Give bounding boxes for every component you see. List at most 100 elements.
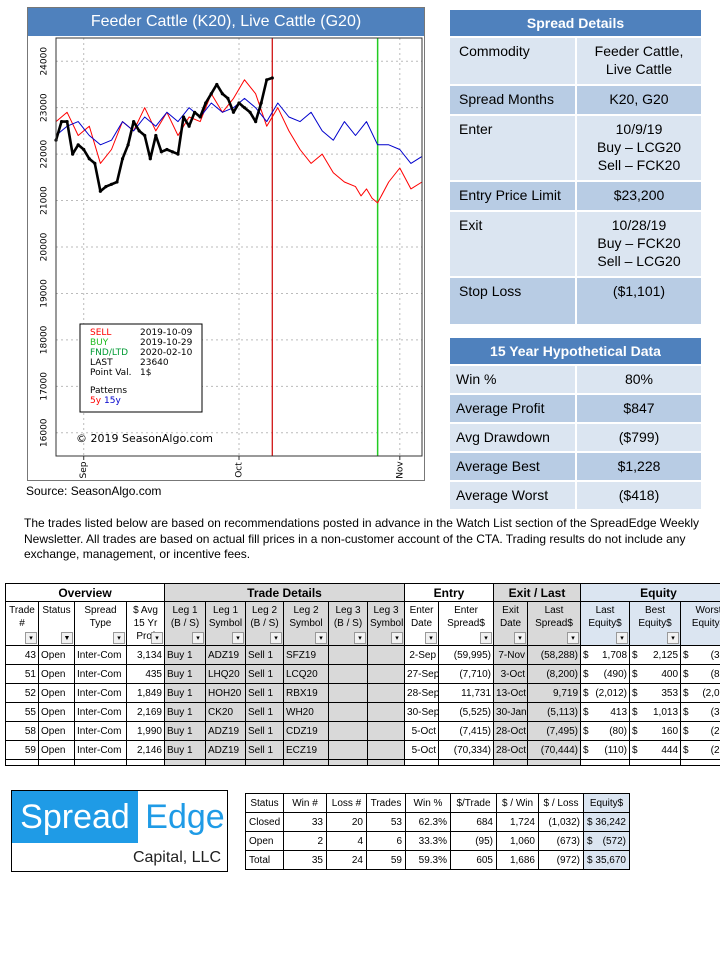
column-header-text: # xyxy=(19,618,25,629)
column-header-text: Symbol xyxy=(289,618,323,629)
filter-dropdown-icon[interactable]: ▾ xyxy=(151,632,163,644)
filter-dropdown-icon[interactable]: ▾ xyxy=(391,632,404,644)
trade-cell-leg2bs: Sell 1 xyxy=(245,683,284,703)
summary-column-header: $/Trade xyxy=(450,793,497,813)
filter-dropdown-icon[interactable]: ▾ xyxy=(232,632,244,644)
hypothetical-value: ($418) xyxy=(575,480,703,511)
spread-detail-value-line: Sell – LCG20 xyxy=(597,253,681,269)
filter-dropdown-icon[interactable]: ▾ xyxy=(616,632,629,644)
trade-cell-exit-date: 28-Oct xyxy=(493,721,529,741)
currency-symbol: $ xyxy=(587,835,593,847)
trade-cell-leg3sym xyxy=(366,721,406,741)
current-price-point xyxy=(154,133,158,138)
current-price-point xyxy=(270,76,274,80)
filter-dropdown-icon[interactable]: ▾ xyxy=(113,632,125,644)
column-header[interactable]: Status ▼ xyxy=(38,601,75,646)
column-header-text: Date xyxy=(410,618,433,629)
current-price-point xyxy=(170,150,175,154)
trade-cell-enter-spread: 11,731 xyxy=(438,683,495,703)
hypothetical-label: Avg Drawdown xyxy=(448,422,577,453)
filter-dropdown-icon[interactable]: ▾ xyxy=(270,632,282,644)
spread-detail-label: Stop Loss xyxy=(448,276,577,326)
column-header[interactable]: Enter Date ▾ xyxy=(404,601,440,646)
currency-symbol: $ xyxy=(683,725,689,737)
hypothetical-row: Avg Drawdown ($799) xyxy=(448,422,703,453)
column-header[interactable]: Last Equity$ ▾ xyxy=(580,601,631,646)
filter-dropdown-icon[interactable]: ▾ xyxy=(567,632,580,644)
trade-cell-avg: 2,169 xyxy=(126,702,165,722)
column-header-text: Spread$ xyxy=(535,618,573,629)
trade-cell-enter-date: 2-Sep xyxy=(404,645,440,665)
trade-row: 51 Open Inter-Com 435 Buy 1 LHQ20 Sell 1 LCQ20 2… xyxy=(5,664,720,684)
trade-row-empty xyxy=(5,759,720,766)
money-value: $413 xyxy=(583,707,627,718)
summary-cell-per-loss: (1,032) xyxy=(538,812,584,832)
legend-last-value: 23640 xyxy=(140,358,169,368)
currency-symbol: $ xyxy=(583,649,589,661)
column-header[interactable]: Best Equity$ ▾ xyxy=(629,601,682,646)
column-header[interactable]: Last Spread$ ▾ xyxy=(527,601,582,646)
summary-cell-trades: 59 xyxy=(366,850,406,870)
hypothetical-label: Win % xyxy=(448,364,577,395)
column-header-text: Leg 1 xyxy=(212,605,239,616)
y-tick-label: 16000 xyxy=(40,418,50,447)
current-price-point xyxy=(159,150,163,154)
filter-dropdown-icon[interactable]: ▾ xyxy=(354,632,366,644)
group-equity: Equity xyxy=(580,583,720,602)
trade-cell-leg2sym: RBX19 xyxy=(283,683,329,703)
column-header[interactable]: Leg 2 Symbol ▾ xyxy=(283,601,329,646)
filter-dropdown-icon[interactable]: ▾ xyxy=(425,632,438,644)
money-value: $36,242 xyxy=(587,817,626,828)
spread-detail-value-line: Feeder Cattle, xyxy=(594,43,684,59)
currency-symbol: $ xyxy=(583,687,589,699)
column-header[interactable]: Spread Type ▾ xyxy=(74,601,127,646)
column-header[interactable]: Leg 1 Symbol ▾ xyxy=(205,601,246,646)
money-amount: 2,125 xyxy=(652,649,679,661)
summary-column-header: Status xyxy=(245,793,284,813)
column-header[interactable]: Exit Date ▾ xyxy=(493,601,529,646)
summary-table: Status Win # Loss # Trades Win % $/Trade $ / W… xyxy=(245,793,630,870)
trade-cell-enter-date: 28-Sep xyxy=(404,683,440,703)
money-value: $ (290) xyxy=(683,745,720,756)
summary-cell-per-loss: (972) xyxy=(538,850,584,870)
money-amount: (290) xyxy=(710,744,720,756)
summary-cell-per-trade: (95) xyxy=(450,831,497,851)
money-amount: 1,013 xyxy=(652,706,679,718)
filter-dropdown-icon[interactable]: ▼ xyxy=(61,632,73,644)
trade-cell-leg3sym xyxy=(366,645,406,665)
filter-dropdown-icon[interactable]: ▾ xyxy=(192,632,204,644)
trade-cell-type: Inter-Com xyxy=(74,721,127,741)
hypothetical-value: $1,228 xyxy=(575,451,703,482)
current-price-point xyxy=(176,152,180,156)
column-header[interactable]: Leg 3 Symbol ▾ xyxy=(366,601,406,646)
current-price-point xyxy=(220,92,224,96)
currency-symbol: $ xyxy=(683,706,689,718)
spread-detail-value: K20, G20 xyxy=(575,84,703,116)
money-amount: (370) xyxy=(710,649,720,661)
trade-cell-empty xyxy=(283,759,329,766)
filter-dropdown-icon[interactable]: ▾ xyxy=(480,632,493,644)
filter-dropdown-icon[interactable]: ▾ xyxy=(667,632,680,644)
summary-cell-winpct: 59.3% xyxy=(405,850,451,870)
column-header[interactable]: Trade # ▾ xyxy=(5,601,39,646)
legend-buy-label: BUY xyxy=(90,338,109,348)
column-header[interactable]: Enter Spread$ ▾ xyxy=(438,601,495,646)
summary-cell-winpct: 33.3% xyxy=(405,831,451,851)
filter-dropdown-icon[interactable]: ▾ xyxy=(514,632,527,644)
column-header-text: (B / S) xyxy=(170,618,200,629)
column-header[interactable]: Leg 2 (B / S) ▾ xyxy=(245,601,284,646)
filter-dropdown-icon[interactable]: ▾ xyxy=(315,632,327,644)
filter-dropdown-icon[interactable]: ▾ xyxy=(25,632,37,644)
current-price-point xyxy=(209,92,213,96)
trade-cell-leg2bs: Sell 1 xyxy=(245,721,284,741)
trade-cell-empty xyxy=(438,759,495,766)
trade-cell-leg2sym: CDZ19 xyxy=(283,721,329,741)
trade-cell-type: Inter-Com xyxy=(74,645,127,665)
column-header[interactable]: $ Avg 15 Yr Prof ▾ xyxy=(126,601,165,646)
trade-cell-worst-eq: $ (290) xyxy=(680,740,720,760)
column-header[interactable]: Leg 1 (B / S) ▾ xyxy=(164,601,206,646)
column-header[interactable]: Leg 3 (B / S) ▾ xyxy=(328,601,368,646)
trade-cell-leg2bs: Sell 1 xyxy=(245,702,284,722)
trade-cell-leg3sym xyxy=(366,702,406,722)
